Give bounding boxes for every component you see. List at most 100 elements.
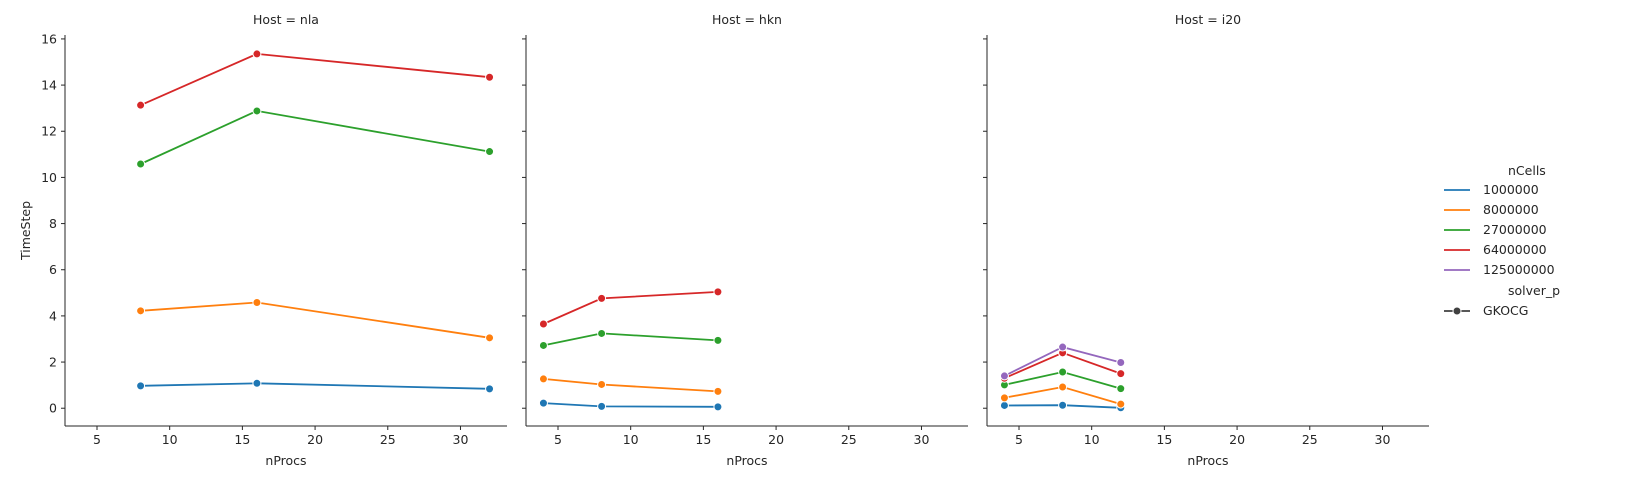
data-point — [485, 333, 495, 343]
x-tick-label: 30 — [1375, 432, 1391, 447]
series-line-8000000 — [140, 301, 490, 339]
data-point — [1058, 342, 1068, 352]
x-axis-label: nProcs — [265, 453, 306, 468]
data-point — [1058, 400, 1068, 410]
legend-title-style: solver_p — [1508, 283, 1560, 298]
x-tick-label: 15 — [695, 432, 711, 447]
x-tick-label: 5 — [554, 432, 562, 447]
legend-title-hue: nCells — [1508, 163, 1546, 178]
legend-style-label-gkocg: GKOCG — [1483, 303, 1528, 318]
x-tick-label: 10 — [623, 432, 639, 447]
series-line-8000000 — [543, 378, 718, 393]
series-27000000 — [538, 328, 723, 350]
series-8000000 — [538, 374, 723, 396]
data-point — [999, 400, 1009, 410]
series-1000000 — [136, 378, 495, 394]
series-8000000 — [136, 298, 495, 343]
data-point — [597, 401, 607, 411]
data-point — [538, 319, 548, 329]
data-point — [1116, 384, 1126, 394]
x-tick-label: 10 — [1084, 432, 1100, 447]
series-line-27000000 — [543, 332, 718, 347]
data-point — [538, 340, 548, 350]
x-tick-label: 20 — [1229, 432, 1245, 447]
x-tick-label: 20 — [307, 432, 323, 447]
x-tick-label: 25 — [1302, 432, 1318, 447]
data-point — [597, 328, 607, 338]
series-64000000 — [538, 287, 723, 329]
series-125000000 — [999, 342, 1126, 381]
y-tick-label: 12 — [41, 124, 57, 139]
x-axis-label: nProcs — [726, 453, 767, 468]
y-tick-label: 8 — [49, 216, 57, 231]
series-line-27000000 — [140, 109, 490, 165]
data-point — [999, 393, 1009, 403]
data-point — [713, 402, 723, 412]
y-tick-label: 10 — [41, 170, 57, 185]
data-point — [538, 398, 548, 408]
data-point — [485, 147, 495, 157]
panel-title: Host = nla — [253, 12, 319, 27]
data-point — [136, 100, 146, 110]
data-point — [999, 371, 1009, 381]
panel-host-hkn: 5 10 15 20 25 30 Host = hkn nProcs — [522, 12, 968, 468]
series-line-64000000 — [543, 291, 718, 325]
data-point — [713, 335, 723, 345]
series-64000000 — [136, 49, 495, 110]
data-point — [136, 159, 146, 169]
x-tick-label: 10 — [162, 432, 178, 447]
data-point — [485, 384, 495, 394]
panel-title: Host = i20 — [1175, 12, 1241, 27]
series-27000000 — [999, 367, 1126, 394]
y-tick-label: 6 — [49, 262, 57, 277]
y-tick-label: 0 — [49, 401, 57, 416]
data-point — [1058, 367, 1068, 377]
y-axis-label: TimeStep — [18, 201, 33, 261]
legend-label-64000000: 64000000 — [1483, 242, 1547, 257]
data-point — [136, 381, 146, 391]
data-point — [597, 293, 607, 303]
x-tick-label: 20 — [768, 432, 784, 447]
x-tick-label: 30 — [914, 432, 930, 447]
x-tick-label: 30 — [453, 432, 469, 447]
data-point — [1116, 399, 1126, 409]
data-point — [252, 378, 262, 388]
x-tick-label: 5 — [1015, 432, 1023, 447]
series-64000000 — [999, 348, 1126, 383]
legend-label-125000000: 125000000 — [1483, 262, 1555, 277]
y-tick-label: 16 — [41, 31, 57, 46]
data-point — [538, 374, 548, 384]
data-point — [136, 306, 146, 316]
series-27000000 — [136, 106, 495, 169]
x-axis-label: nProcs — [1187, 453, 1228, 468]
x-tick-label: 15 — [234, 432, 250, 447]
series-line-1000000 — [543, 402, 718, 408]
data-point — [597, 379, 607, 389]
x-tick-label: 15 — [1156, 432, 1172, 447]
data-point — [252, 298, 262, 308]
series-1000000 — [538, 398, 723, 412]
data-point — [1116, 358, 1126, 368]
legend-label-27000000: 27000000 — [1483, 222, 1547, 237]
y-tick-label: 4 — [49, 308, 57, 323]
data-point — [1116, 369, 1126, 379]
panel-host-i20: 5 10 15 20 25 30 Host = i20 nProcs — [983, 12, 1429, 468]
y-tick-label: 14 — [41, 78, 57, 93]
series-line-1000000 — [140, 382, 490, 390]
data-point — [713, 386, 723, 396]
y-tick-label: 2 — [49, 355, 57, 370]
legend-style-marker — [1452, 306, 1462, 316]
panel-host-nla: 5 10 15 20 25 30 0 2 4 6 8 10 12 14 16 Host = nla nProcs — [41, 12, 507, 468]
legend-label-1000000: 1000000 — [1483, 182, 1539, 197]
legend-label-8000000: 8000000 — [1483, 202, 1539, 217]
series-1000000 — [999, 400, 1126, 413]
x-tick-label: 5 — [93, 432, 101, 447]
data-point — [485, 72, 495, 82]
data-point — [1058, 382, 1068, 392]
x-tick-label: 25 — [380, 432, 396, 447]
data-point — [252, 49, 262, 59]
legend: nCells 1000000 8000000 27000000 64000000 1250… — [1444, 163, 1560, 318]
x-tick-label: 25 — [841, 432, 857, 447]
